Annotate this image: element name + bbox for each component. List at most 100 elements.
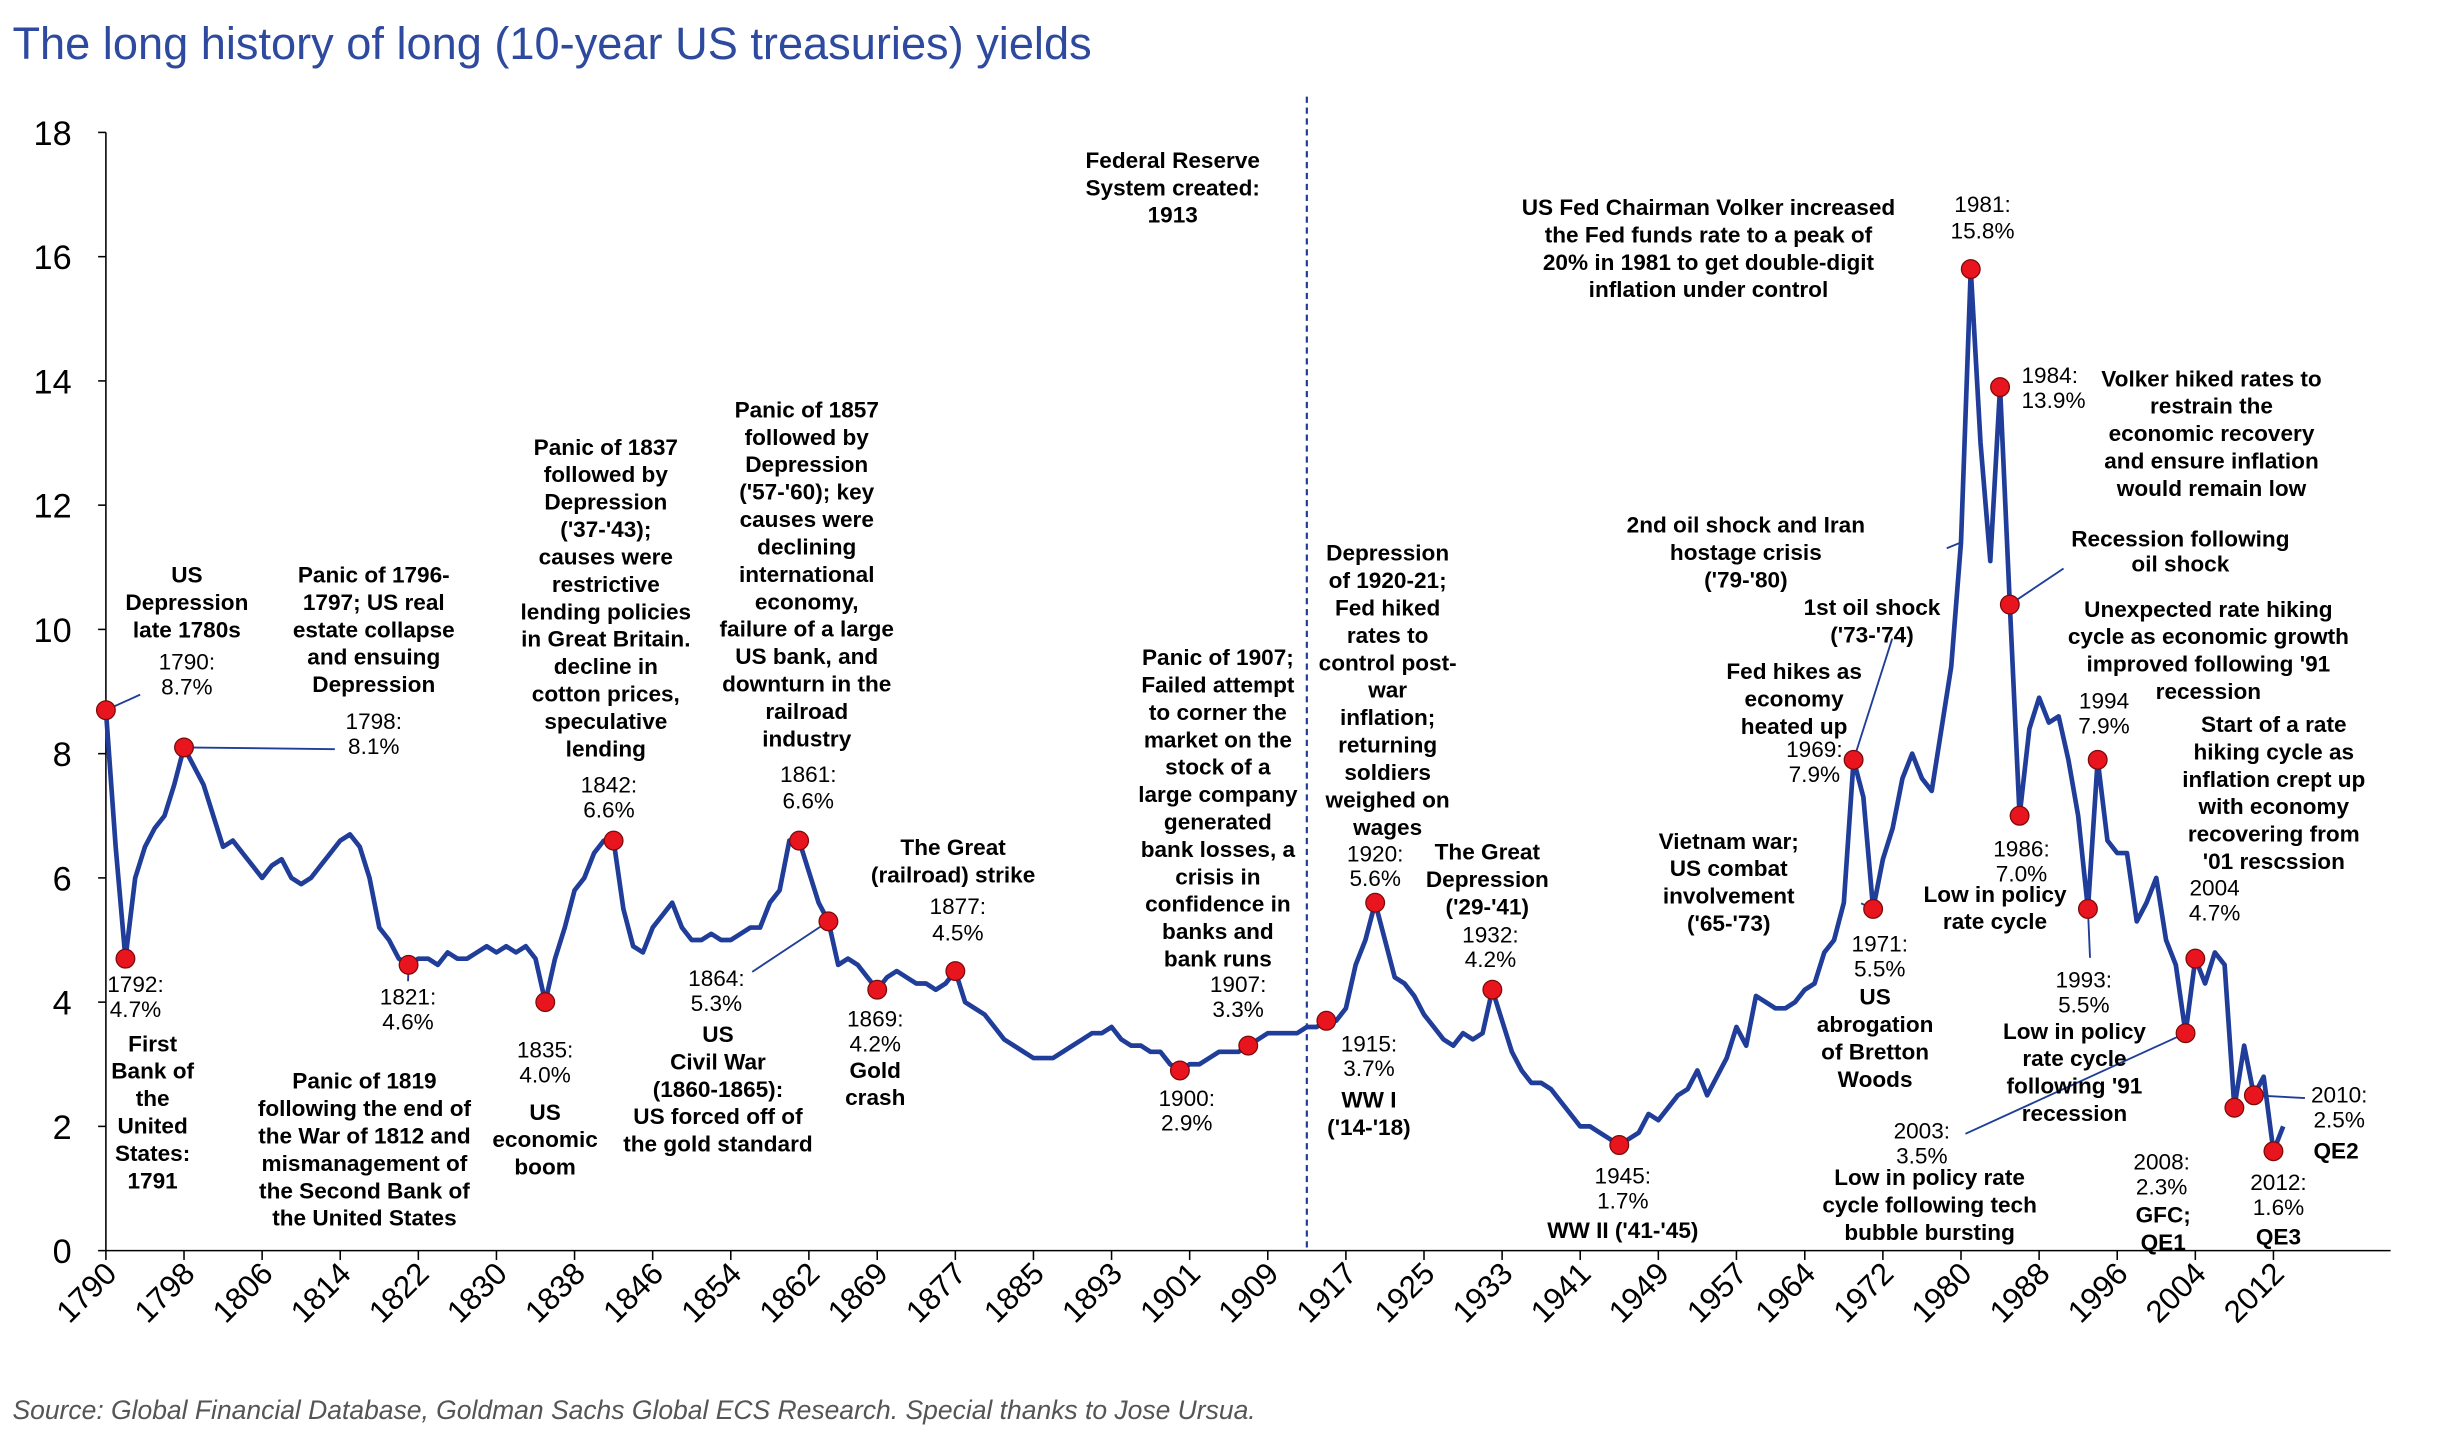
note-text-line: inflation crept up (2182, 767, 2365, 792)
point-marker (2243, 1085, 2264, 1106)
note-text: Gold crash (845, 1058, 905, 1110)
point-label-line: 4.2% (1465, 947, 1516, 972)
note-text-line: ('65-'73) (1687, 911, 1771, 936)
fed-reserve-label: Federal Reserve System created: 1913 (1085, 148, 1259, 228)
point-label-line: 4.5% (932, 921, 983, 946)
point-label-line: 1861: (780, 762, 837, 787)
note-text-line: The Great (1435, 840, 1541, 865)
leader-line (2009, 567, 2065, 606)
note-text-line: industry (762, 726, 852, 751)
note-text-line: declining (757, 534, 856, 559)
note-text-line: 2nd oil shock and Iran (1627, 513, 1865, 538)
point-marker (535, 992, 556, 1013)
note-text-line: followed by (544, 462, 669, 487)
point-marker (2009, 805, 2030, 826)
point-label: 1907: 3.3% (1210, 972, 1267, 1022)
note-text-line: rate cycle (1943, 909, 2047, 934)
x-tick-label: 1949 (1602, 1256, 1676, 1330)
note-text-line: estate collapse (293, 617, 455, 642)
point-label-line: 1920: (1347, 841, 1404, 866)
x-tick-label: 1862 (753, 1256, 827, 1330)
point-label-line: 2012: (2250, 1170, 2307, 1195)
note-text-line: the United States (272, 1206, 456, 1231)
note-text: The Great (railroad) strike (871, 835, 1035, 887)
point-label-line: 5.3% (691, 991, 742, 1016)
note-text-line: US Fed Chairman Volker increased (1522, 195, 1896, 220)
x-tick-label: 1980 (1905, 1256, 1979, 1330)
point-label-line: 5.5% (1854, 957, 1905, 982)
note-text: QE2 (2314, 1139, 2359, 1164)
note-text-line: cycle following tech (1822, 1193, 2037, 1218)
point-marker (1843, 749, 1864, 770)
note-text-line: economy (1745, 686, 1845, 711)
leader-line (1852, 638, 1894, 761)
point-label: 1842: 6.6% (581, 773, 638, 823)
note-text-line: inflation under control (1589, 277, 1829, 302)
note-text-line: stock of a (1165, 755, 1271, 780)
note-text-line: in Great Britain. (521, 627, 690, 652)
point-label-line: 2003: (1894, 1118, 1951, 1143)
y-tick-label: 4 (53, 985, 72, 1023)
point-label: 1915: 3.7% (1341, 1031, 1398, 1081)
point-label-line: 7.9% (1789, 762, 1840, 787)
y-tick-label: 6 (53, 860, 72, 898)
note-text-line: hiking cycle as (2193, 739, 2354, 764)
note-text-line: QE3 (2256, 1224, 2301, 1249)
point-marker (1863, 898, 1884, 919)
point-label-line: 2.3% (2136, 1175, 2187, 1200)
point-label: 1864: 5.3% (688, 966, 745, 1016)
note-text-line: Depression (1426, 867, 1549, 892)
point-label-line: 1971: (1852, 932, 1909, 957)
note-text-line: (railroad) strike (871, 862, 1035, 887)
note-text-line: weighed on (1325, 787, 1450, 812)
point-marker (398, 954, 419, 975)
point-label-line: 8.1% (348, 734, 399, 759)
chart-title: The long history of long (10-year US tre… (12, 18, 1091, 69)
point-label-line: 1907: (1210, 972, 1267, 997)
note-text-line: cycle as economic growth (2068, 624, 2349, 649)
note-text-line: WW II ('41-'45) (1547, 1218, 1698, 1243)
point-label: 1981: 15.8% (1951, 192, 2015, 243)
note-text-line: hostage crisis (1670, 540, 1822, 565)
point-label: 1877: 4.5% (930, 894, 987, 945)
point-marker (115, 948, 136, 969)
point-label-line: 1864: (688, 966, 745, 991)
point-label-line: 1993: (2056, 967, 2113, 992)
y-tick-label: 14 (34, 363, 72, 401)
point-label-line: 4.0% (519, 1062, 570, 1087)
y-tick-label: 2 (53, 1109, 72, 1147)
x-tick-label: 1798 (128, 1256, 202, 1330)
point-label: 1861: 6.6% (780, 762, 837, 813)
point-label-line: 1.6% (2253, 1195, 2304, 1220)
point-label: 1969: 7.9% (1786, 737, 1843, 787)
point-label-line: oil shock (2131, 552, 2229, 577)
note-text-line: Gold (850, 1058, 901, 1083)
note-text-line: improved following '91 (2087, 652, 2331, 677)
x-tick-label: 1972 (1827, 1256, 1901, 1330)
note-text-line: ('29-'41) (1446, 895, 1530, 920)
note-text: US Depression late 1780s (125, 563, 248, 643)
point-label: 1835: 4.0% (517, 1038, 574, 1088)
point-label-line: 1842: (581, 773, 638, 798)
note-text-line: Depression (125, 590, 248, 615)
note-text-line: restrain the (2150, 394, 2273, 419)
leader-line (1965, 1032, 2186, 1135)
point-marker (603, 830, 624, 851)
point-label-line: 4.2% (850, 1031, 901, 1056)
x-tick-label: 2012 (2217, 1256, 2291, 1330)
note-text-line: ('79-'80) (1704, 567, 1788, 592)
point-label-line: 2.5% (2313, 1108, 2364, 1133)
point-label: 2003: 3.5% (1894, 1118, 1951, 1168)
x-tick-label: 1877 (899, 1256, 973, 1330)
y-tick-label: 12 (34, 488, 72, 526)
point-label: 1920: 5.6% (1347, 841, 1404, 891)
point-label-line: 15.8% (1951, 218, 2015, 243)
point-label-line: 1981: (1954, 192, 2011, 217)
note-text-line: lending policies (521, 599, 692, 624)
note-text-line: railroad (765, 699, 848, 724)
note-text-line: QE2 (2314, 1139, 2359, 1164)
note-text-line: boom (514, 1155, 575, 1180)
note-text-line: Start of a rate (2201, 712, 2347, 737)
x-tick-label: 1909 (1211, 1256, 1285, 1330)
note-text-line: restrictive (552, 572, 660, 597)
